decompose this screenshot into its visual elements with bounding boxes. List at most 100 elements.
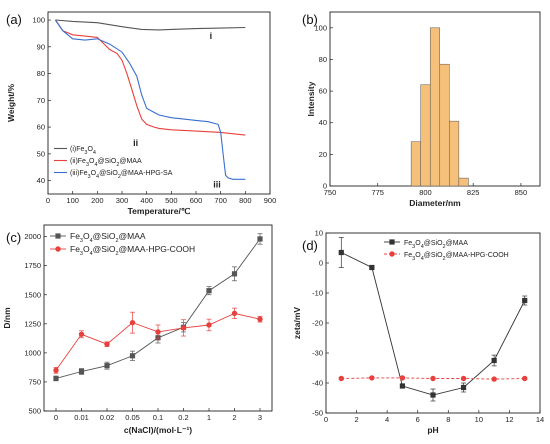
x-tick-label: 0 (324, 415, 328, 424)
panel-label: (d) (302, 238, 318, 253)
x-tick-label: 900 (264, 196, 277, 205)
panel-label: (c) (6, 230, 21, 245)
y-tick-label: 60 (37, 123, 45, 132)
y-tick-label: 100 (32, 16, 45, 25)
data-point (231, 271, 238, 277)
y-tick-label: 60 (319, 87, 327, 96)
data-point (399, 375, 406, 381)
data-point (206, 322, 212, 328)
legend-entry: Fe3O4@SiO2@MAA (70, 231, 146, 244)
x-tick-label: 12 (505, 415, 513, 424)
x-tick-label: 800 (239, 196, 252, 205)
y-axis-label: D/nm (2, 307, 12, 329)
data-point (522, 297, 528, 304)
x-axis-label: Diameter/nm (409, 198, 461, 208)
x-tick-label: 100 (66, 196, 79, 205)
data-point (430, 375, 436, 382)
y-axis-label: zeta/mV (292, 307, 302, 339)
y-tick-label: 1250 (24, 319, 41, 328)
x-tick-label: 200 (91, 196, 104, 205)
y-tick-label: 20 (319, 150, 327, 159)
y-tick-label: 80 (319, 55, 327, 64)
x-tick-label: 600 (190, 196, 203, 205)
histogram-bar (449, 120, 460, 187)
x-tick-label: 0 (46, 196, 50, 205)
x-tick-label: 0.02 (100, 413, 115, 422)
y-tick-label: 750 (28, 377, 41, 386)
data-point (180, 325, 187, 331)
x-tick-label: 400 (140, 196, 153, 205)
panel-a: 0 100 200 300 400 500 600 700 800 900 40 50 60 70 80 90… (6, 11, 277, 216)
data-point (104, 341, 110, 347)
x-tick-label: 2 (232, 413, 236, 422)
data-point (430, 392, 436, 398)
y-tick-label: -50 (312, 409, 323, 418)
data-point (257, 316, 263, 322)
legend-marker (389, 251, 395, 257)
legend-entry: (ii)Fe3O4@SiO2@MAA (70, 158, 142, 168)
y-tick-label: -10 (312, 289, 323, 298)
series-line-3 (54, 19, 246, 180)
data-point (155, 329, 161, 335)
y-tick-label: 1500 (24, 290, 41, 299)
data-point (78, 368, 85, 375)
x-tick-label: 0.2 (178, 413, 188, 422)
legend-marker (389, 239, 395, 245)
x-tick-label: 775 (371, 188, 384, 197)
y-axis-label: Intensity (306, 81, 316, 116)
histogram-bar (429, 27, 441, 187)
x-tick-label: 700 (214, 196, 227, 205)
panel-d: 0 2 4 6 8 10 12 14-50-40-30-20-10010(d)pHzeta/m… (292, 229, 544, 436)
y-tick-label: 40 (319, 118, 327, 127)
y-tick-label: 50 (37, 149, 45, 158)
panel-a-frame (47, 11, 271, 195)
x-axis-label: pH (427, 425, 438, 435)
y-tick-label: 10 (315, 229, 323, 238)
x-axis-label: c(NaCl)/(mol·L⁻¹) (124, 425, 192, 435)
x-tick-label: 4 (385, 415, 389, 424)
x-tick-label: 1 (207, 413, 211, 422)
x-tick-label: 2 (354, 415, 358, 424)
data-point (129, 353, 136, 359)
y-tick-label: 100 (314, 23, 327, 32)
data-point (399, 383, 406, 389)
y-tick-label: -20 (312, 319, 323, 328)
y-tick-label: 80 (37, 69, 45, 78)
data-point (338, 375, 344, 382)
y-tick-label: 1750 (24, 261, 41, 270)
x-tick-label: 0.01 (74, 413, 89, 422)
data-point (491, 357, 497, 364)
data-point (460, 375, 467, 382)
x-tick-label: 0.05 (125, 413, 140, 422)
y-tick-label: -30 (312, 349, 323, 358)
legend-entry: Fe3O4@SiO2@MAA-HPG-COOH (70, 244, 195, 257)
x-tick-label: 3 (258, 413, 262, 422)
x-tick-label: 825 (467, 188, 480, 197)
x-tick-label: 800 (419, 188, 432, 197)
panel-label: (a) (6, 12, 22, 27)
y-tick-label: 2000 (24, 232, 41, 241)
histogram-bar (420, 84, 431, 187)
annotation-iii: iii (213, 179, 221, 189)
x-tick-label: 850 (515, 188, 528, 197)
data-point (104, 363, 110, 369)
histogram-bar (410, 141, 421, 187)
y-tick-label: 40 (37, 176, 45, 185)
data-point (257, 236, 263, 242)
series-line-1 (55, 238, 261, 379)
panel-b: 750 775 800 825 850 0 20 40 60 80 100(b) Diameter/n… (302, 11, 541, 208)
data-point (53, 367, 59, 374)
y-tick-label: 500 (28, 407, 41, 416)
x-tick-label: 14 (536, 415, 544, 424)
annotation-ii: ii (133, 138, 138, 148)
y-tick-label: 90 (37, 42, 45, 51)
x-tick-label: 750 (324, 188, 337, 197)
x-axis-label: Temperature/℃ (128, 206, 191, 216)
x-tick-label: 10 (475, 415, 483, 424)
panel-d-frame (325, 232, 541, 414)
x-tick-label: 6 (416, 415, 420, 424)
panel-label: (b) (302, 12, 318, 27)
y-axis-label: Weight/% (6, 84, 16, 123)
data-point (460, 384, 467, 391)
